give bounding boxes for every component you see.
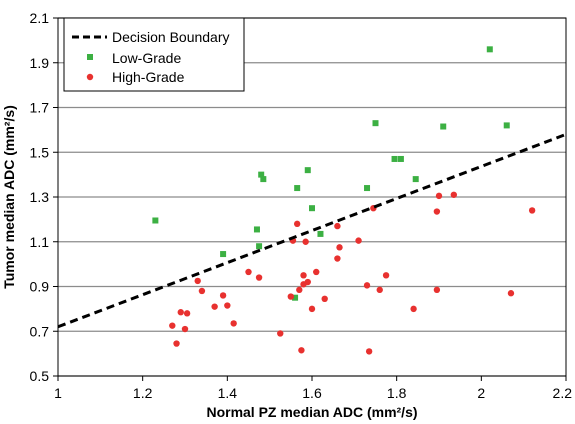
high-grade-point (293, 220, 301, 228)
legend-label-high-grade: High-Grade (112, 69, 185, 85)
y-tick-label: 0.9 (30, 279, 50, 295)
low-grade-point (440, 123, 447, 130)
high-grade-point (230, 320, 237, 327)
high-grade-point (313, 268, 320, 276)
low-grade-point (292, 294, 299, 301)
high-grade-point (219, 292, 227, 299)
high-grade-point (300, 272, 307, 279)
high-grade-point (433, 208, 441, 215)
decision-boundary-line (57, 132, 567, 329)
high-grade-point (363, 282, 371, 289)
low-grade-point (260, 176, 267, 183)
low-grade-point (317, 230, 324, 237)
x-tick-label: 1 (54, 385, 62, 401)
y-axis-title: Tumor median ADC (mm²/s) (1, 105, 17, 289)
low-grade-point (253, 226, 260, 233)
high-grade-point (255, 274, 263, 281)
high-grade-point (450, 191, 458, 198)
x-tick-label: 1.6 (302, 385, 322, 401)
low-grade-point (309, 205, 315, 212)
high-grade-point (173, 340, 180, 347)
y-tick-label: 0.7 (30, 323, 50, 339)
high-grade-point (224, 302, 231, 309)
low-grade-point (397, 155, 404, 162)
legend-box (63, 17, 245, 92)
y-tick-label: 1.1 (30, 234, 50, 250)
high-grade-point (410, 305, 417, 313)
high-grade-point (376, 286, 383, 294)
y-tick-label: 1.3 (30, 189, 50, 205)
low-grade-point (412, 176, 419, 183)
high-grade-point (211, 303, 218, 310)
high-grade-point (181, 325, 189, 333)
high-grade-point (169, 322, 176, 329)
high-grade-point (298, 347, 305, 354)
low-grade-point (364, 185, 371, 192)
legend: Decision Boundary Low-Grade High-Grade (63, 17, 245, 92)
high-grade-point (245, 268, 252, 276)
high-grade-point (194, 277, 201, 285)
y-axis-ticks: 0.5 0.7 0.9 1.1 1.3 1.5 1.7 1.9 2.1 (30, 10, 58, 384)
y-tick-label: 0.5 (30, 368, 50, 384)
high-grade-point (302, 238, 309, 245)
x-tick-label: 1.2 (133, 385, 153, 401)
high-grade-point (287, 293, 295, 300)
high-grade-point (507, 290, 515, 297)
high-grade-point (435, 192, 443, 200)
low-grade-point (258, 171, 265, 178)
x-axis-title: Normal PZ median ADC (mm²/s) (206, 404, 417, 420)
legend-low-grade-swatch (87, 54, 93, 60)
x-tick-label: 2.2 (553, 385, 573, 401)
y-tick-label: 1.7 (30, 100, 50, 116)
low-grade-point (503, 122, 510, 129)
y-tick-label: 2.1 (30, 10, 50, 26)
y-tick-label: 1.5 (30, 144, 50, 160)
low-grade-point (391, 155, 398, 162)
x-axis-ticks: 1 1.2 1.4 1.6 1.8 2 2.2 (54, 376, 572, 401)
high-grade-point (177, 309, 184, 316)
high-grade-point (277, 330, 284, 337)
low-grade-point (220, 251, 227, 258)
high-grade-point (355, 237, 362, 244)
high-grade-point (382, 272, 390, 279)
high-grade-point (308, 305, 316, 313)
x-tick-label: 1.4 (218, 385, 238, 401)
low-grade-point (256, 243, 263, 250)
low-grade-point (294, 185, 301, 192)
legend-label-low-grade: Low-Grade (112, 50, 181, 66)
low-grade-point (304, 167, 311, 174)
low-grade-point (486, 46, 493, 53)
high-grade-point (528, 207, 536, 214)
high-grade-point (334, 255, 341, 262)
legend-high-grade-swatch (86, 73, 94, 81)
low-grade-point (152, 217, 159, 224)
high-grade-point (321, 295, 328, 303)
high-grade-point (183, 310, 191, 317)
x-tick-label: 1.8 (387, 385, 407, 401)
data-points (152, 46, 536, 355)
low-grade-point (372, 120, 379, 127)
high-grade-point (433, 286, 441, 294)
high-grade-point (336, 244, 343, 251)
y-tick-label: 1.9 (30, 55, 50, 71)
x-tick-label: 2 (477, 385, 485, 401)
high-grade-point (198, 287, 206, 295)
high-grade-point (304, 278, 311, 286)
high-grade-point (334, 222, 341, 230)
high-grade-point (365, 348, 373, 355)
high-grade-point (296, 286, 303, 294)
legend-label-boundary: Decision Boundary (112, 29, 230, 45)
